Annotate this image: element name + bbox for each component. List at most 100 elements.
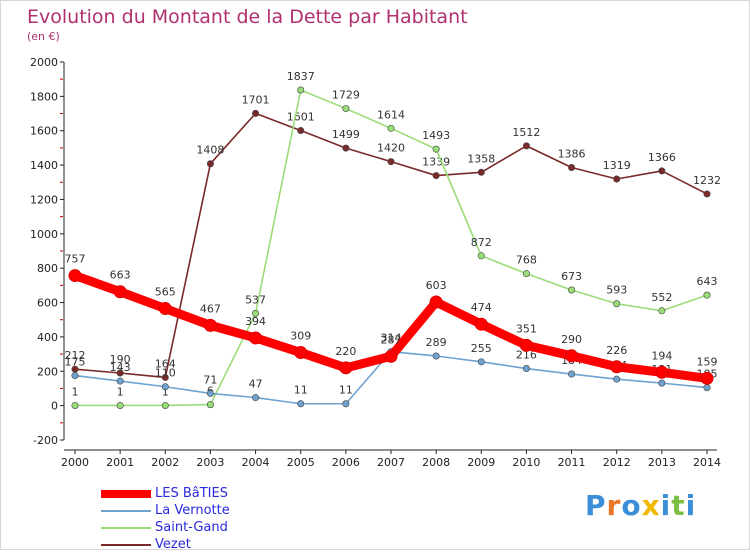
- x-tick-label: 2003: [196, 456, 224, 469]
- data-label: 1339: [422, 156, 450, 169]
- y-tick-label: 1400: [30, 159, 58, 172]
- data-label: 164: [155, 357, 176, 370]
- data-point: [477, 358, 485, 366]
- data-label: 289: [426, 336, 447, 349]
- data-point: [297, 127, 305, 135]
- data-point: [342, 105, 350, 113]
- data-label: 565: [155, 286, 176, 299]
- data-point: [568, 286, 576, 294]
- data-point: [297, 400, 305, 408]
- data-point: [474, 317, 488, 331]
- legend-swatch: [101, 509, 151, 512]
- data-label: 1: [162, 385, 169, 398]
- data-label: 190: [110, 353, 131, 366]
- data-point: [565, 349, 579, 363]
- data-point: [432, 352, 440, 360]
- y-tick-label: 800: [37, 262, 58, 275]
- proxiti-logo: Proxiti: [585, 489, 697, 522]
- data-point: [432, 172, 440, 180]
- y-tick-label: 1800: [30, 90, 58, 103]
- data-label: 1408: [196, 144, 224, 157]
- data-point: [203, 318, 217, 332]
- data-point: [161, 401, 169, 409]
- data-point: [568, 370, 576, 378]
- legend-swatch: [101, 543, 151, 546]
- data-point: [613, 300, 621, 308]
- y-tick-label: 200: [37, 365, 58, 378]
- data-point: [294, 346, 308, 360]
- legend-item[interactable]: La Vernotte: [101, 502, 230, 519]
- data-point: [384, 349, 398, 363]
- data-point: [339, 361, 353, 375]
- x-tick-label: 2001: [106, 456, 134, 469]
- data-point: [71, 401, 79, 409]
- x-tick-label: 2006: [332, 456, 360, 469]
- legend-item[interactable]: LES BâTIES: [101, 485, 230, 502]
- data-point: [522, 142, 530, 150]
- data-label: 143: [110, 361, 131, 374]
- data-point: [613, 375, 621, 383]
- data-label: 255: [471, 342, 492, 355]
- chart-subtitle: (en €): [27, 30, 60, 43]
- x-tick-label: 2002: [151, 456, 179, 469]
- data-label: 603: [426, 279, 447, 292]
- data-point: [700, 371, 714, 385]
- data-label: 1837: [287, 70, 315, 83]
- data-label: 290: [561, 333, 582, 346]
- data-label: 1701: [242, 93, 270, 106]
- data-point: [249, 331, 263, 345]
- data-point: [387, 158, 395, 166]
- data-label: 1601: [287, 111, 315, 124]
- data-label: 663: [110, 269, 131, 282]
- data-label: 175: [65, 356, 86, 369]
- legend-item[interactable]: Saint-Gand: [101, 519, 230, 536]
- data-label: 757: [65, 253, 86, 266]
- legend-label: LES BâTIES: [155, 486, 228, 501]
- x-tick-label: 2009: [467, 456, 495, 469]
- legend-item[interactable]: Vezet: [101, 536, 230, 553]
- data-label: 768: [516, 254, 537, 267]
- data-point: [658, 307, 666, 315]
- legend-label: Vezet: [155, 537, 191, 552]
- y-tick-label: 600: [37, 297, 58, 310]
- legend: LES BâTIES La Vernotte Saint-Gand Vezet: [101, 485, 230, 553]
- data-label: 467: [200, 302, 221, 315]
- data-point: [432, 145, 440, 153]
- y-tick-label: 1600: [30, 125, 58, 138]
- data-label: 194: [651, 349, 672, 362]
- data-point: [297, 86, 305, 94]
- data-label: 394: [245, 315, 266, 328]
- data-point: [387, 124, 395, 132]
- data-label: 1358: [467, 152, 495, 165]
- data-point: [703, 384, 711, 392]
- data-label: 593: [606, 284, 627, 297]
- data-label: 1420: [377, 142, 405, 155]
- data-label: 47: [249, 378, 263, 391]
- data-point: [703, 291, 711, 299]
- data-point: [522, 270, 530, 278]
- data-label: 226: [606, 344, 627, 357]
- legend-label: La Vernotte: [155, 503, 230, 518]
- data-label: 1232: [693, 174, 721, 187]
- data-label: 220: [335, 345, 356, 358]
- y-tick-label: 1000: [30, 228, 58, 241]
- data-point: [68, 269, 82, 283]
- data-point: [252, 109, 260, 117]
- y-tick-label: 400: [37, 331, 58, 344]
- data-point: [206, 160, 214, 168]
- data-label: 309: [290, 330, 311, 343]
- data-label: 1614: [377, 108, 405, 121]
- data-label: 212: [65, 349, 86, 362]
- x-tick-label: 2000: [61, 456, 89, 469]
- x-tick-label: 2012: [603, 456, 631, 469]
- x-tick-label: 2004: [242, 456, 270, 469]
- data-point: [113, 285, 127, 299]
- data-label: 537: [245, 293, 266, 306]
- data-label: 1386: [558, 147, 586, 160]
- data-point: [477, 252, 485, 260]
- data-point: [252, 394, 260, 402]
- data-label: 1: [72, 385, 79, 398]
- data-label: 1319: [603, 159, 631, 172]
- data-point: [158, 302, 172, 316]
